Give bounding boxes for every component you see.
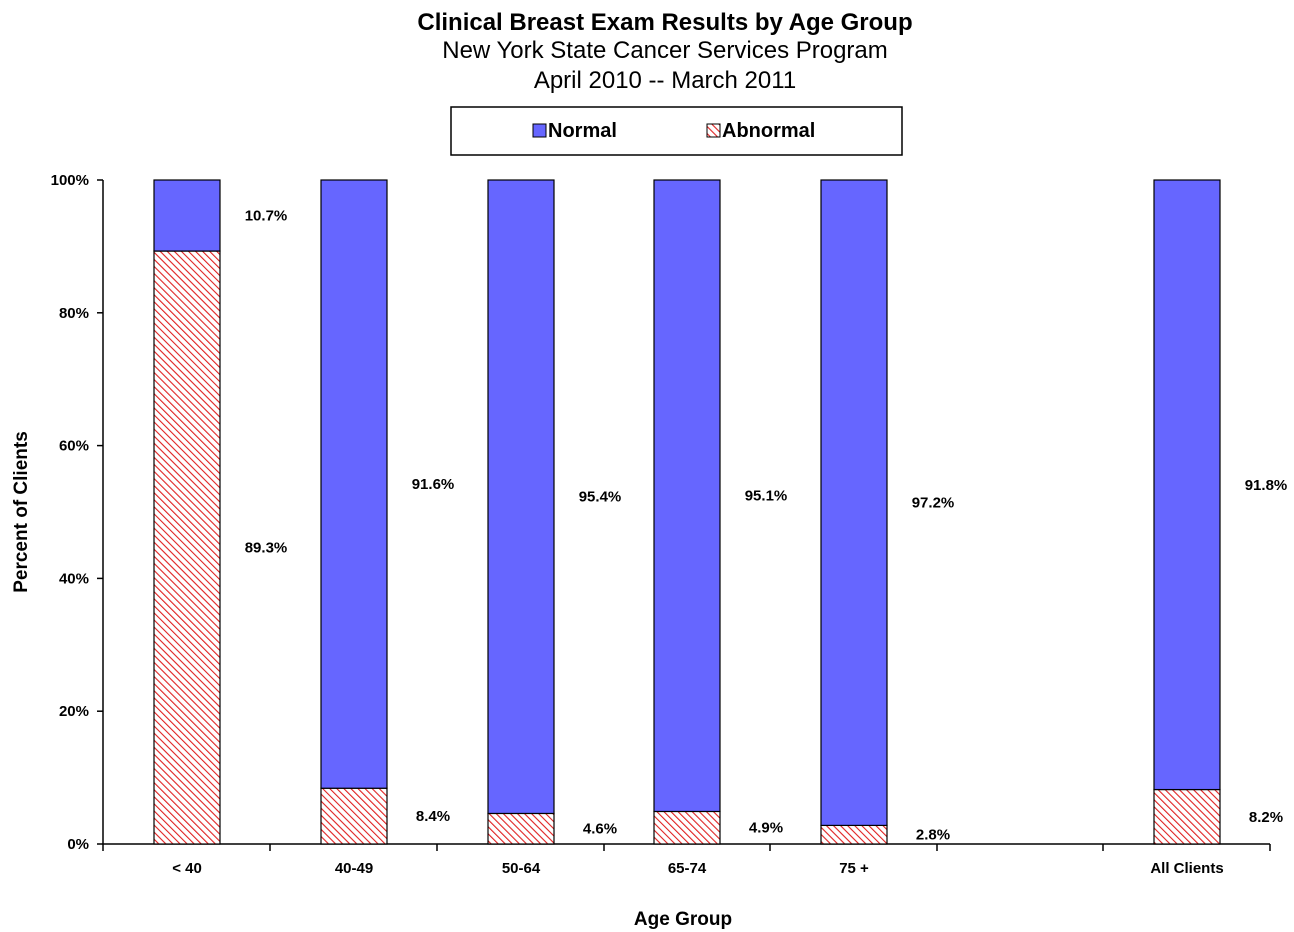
y-tick-label-60: 60% — [59, 438, 89, 455]
bar-abnormal-65-74 — [653, 810, 721, 845]
label-normal-40-49: 91.6% — [412, 476, 455, 493]
bar-abnormal-40-49 — [320, 787, 388, 845]
y-tick-label-0: 0% — [67, 836, 89, 853]
bar-normal-40 — [153, 179, 221, 252]
bar-normal-40-49 — [320, 179, 388, 789]
label-normal-40: 10.7% — [245, 208, 288, 225]
legend-label-abnormal: Abnormal — [722, 120, 815, 142]
label-abnormal-all-clients: 8.2% — [1249, 809, 1283, 826]
label-normal-65-74: 95.1% — [745, 488, 788, 505]
x-tick-label-all-clients: All Clients — [1150, 860, 1223, 877]
x-tick-label-40: < 40 — [172, 860, 202, 877]
y-tick-label-20: 20% — [59, 703, 89, 720]
label-abnormal-75: 2.8% — [916, 827, 950, 844]
chart-subtitle-line-1: New York State Cancer Services Program — [442, 37, 888, 64]
legend-label-normal: Normal — [548, 120, 617, 142]
bar-normal-65-74 — [653, 179, 721, 813]
label-normal-75: 97.2% — [912, 495, 955, 512]
bar-normal-75 — [820, 179, 888, 827]
legend-box — [450, 106, 903, 156]
bars — [153, 179, 1221, 845]
x-tick-label-50-64: 50-64 — [502, 860, 541, 877]
x-tick-label-40-49: 40-49 — [335, 860, 373, 877]
bar-normal-50-64 — [487, 179, 555, 815]
bar-abnormal-75 — [820, 824, 888, 845]
label-normal-50-64: 95.4% — [579, 489, 622, 506]
chart-subtitle-line-2: April 2010 -- March 2011 — [534, 67, 796, 94]
legend-swatch-normal — [532, 123, 547, 138]
x-tick-label-65-74: 65-74 — [668, 860, 707, 877]
bar-abnormal-all-clients — [1153, 788, 1221, 845]
y-ticks: 0% 20% 40% 60% 80% 100% — [51, 172, 103, 853]
x-ticks: < 40 40-49 50-64 65-74 75 + All Clients — [102, 844, 1271, 877]
y-tick-label-80: 80% — [59, 305, 89, 322]
label-abnormal-40: 89.3% — [245, 540, 288, 557]
label-abnormal-65-74: 4.9% — [749, 820, 783, 837]
chart-title: Clinical Breast Exam Results by Age Grou… — [417, 9, 912, 36]
data-labels: 10.7% 89.3% 91.6% 8.4% 95.4% 4.6% 95.1% 4.9% 97.… — [245, 208, 1288, 844]
y-tick-label-40: 40% — [59, 570, 89, 587]
bar-abnormal-50-64 — [487, 812, 555, 845]
y-tick-label-100: 100% — [51, 172, 89, 189]
x-axis-label: Age Group — [634, 909, 732, 930]
y-axis-label: Percent of Clients — [11, 431, 32, 593]
bar-abnormal-40 — [153, 250, 221, 845]
label-abnormal-50-64: 4.6% — [583, 821, 617, 838]
label-abnormal-40-49: 8.4% — [416, 808, 450, 825]
legend-swatch-abnormal — [706, 123, 721, 138]
x-tick-label-75: 75 + — [839, 860, 869, 877]
bar-normal-all-clients — [1153, 179, 1221, 791]
legend: Normal Abnormal — [450, 106, 903, 156]
label-normal-all-clients: 91.8% — [1245, 477, 1288, 494]
